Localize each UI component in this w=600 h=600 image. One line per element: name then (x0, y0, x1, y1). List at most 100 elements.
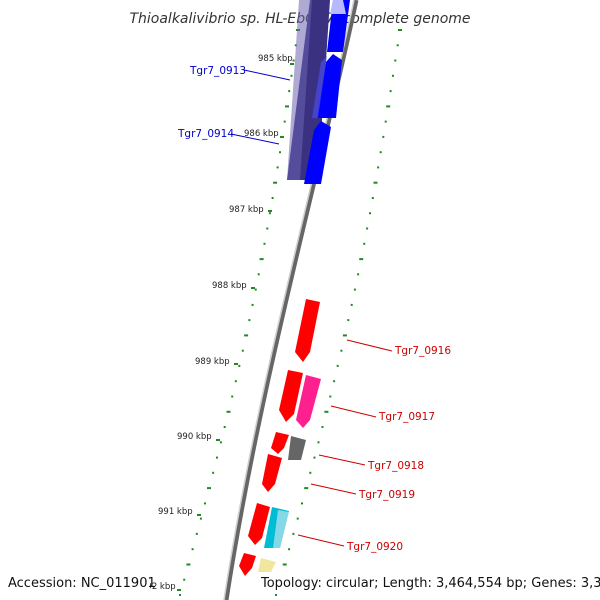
tick-mark (384, 120, 387, 123)
tick-mark (347, 319, 350, 322)
tick-mark (275, 594, 277, 596)
tick-mark (371, 197, 374, 199)
tick-mark (357, 273, 360, 276)
gene-label[interactable]: Tgr7_0916 (394, 345, 451, 357)
gene-arrow[interactable] (271, 432, 289, 454)
tick-mark (313, 456, 316, 459)
tick-mark (276, 166, 279, 169)
gene-label[interactable]: Tgr7_0913 (189, 65, 246, 77)
tick-mark (241, 349, 244, 352)
outer-tick-track (179, 29, 300, 596)
tick-mark (329, 395, 332, 398)
gene-label[interactable]: Tgr7_0917 (378, 411, 435, 423)
tick-mark (336, 364, 339, 367)
kbp-label: 985 kbp (258, 54, 293, 64)
tick-mark (377, 166, 380, 169)
gene-label[interactable]: Tgr7_0919 (358, 489, 415, 501)
tick-mark (263, 242, 266, 245)
gene-arrow[interactable] (295, 299, 320, 362)
tick-mark (350, 303, 353, 306)
tick-mark (248, 319, 251, 322)
gene-arrow[interactable] (258, 558, 276, 572)
tick-mark (292, 532, 295, 535)
gene-label[interactable]: Tgr7_0918 (367, 460, 424, 472)
tick-mark (238, 364, 241, 367)
tick-mark (279, 151, 281, 154)
tick-mark (359, 258, 364, 261)
kbp-label: 992 kbp (141, 582, 176, 592)
tick-mark (259, 258, 264, 261)
tick-mark (257, 273, 260, 276)
tick-mark (288, 548, 291, 551)
tick-mark (294, 44, 297, 47)
tick-mark (373, 181, 378, 184)
tick-mark (204, 502, 206, 505)
accession-text: Accession: NC_011901 (8, 576, 156, 591)
kbp-label: 987 kbp (229, 205, 264, 215)
tick-mark (254, 288, 257, 291)
tick-mark (333, 380, 336, 383)
tick-mark (282, 563, 287, 566)
tick-mark (321, 426, 324, 428)
tick-mark (392, 74, 394, 77)
tick-mark (271, 197, 274, 199)
tick-mark (389, 90, 392, 93)
gene-arrow[interactable] (262, 454, 282, 492)
tick-mark (324, 410, 329, 413)
gene-arrow[interactable] (288, 436, 306, 460)
gene-arrow[interactable] (248, 503, 270, 545)
tick-mark (223, 426, 226, 428)
gene-arrow[interactable] (296, 375, 321, 428)
tick-mark (296, 517, 299, 520)
kbp-label: 986 kbp (244, 129, 279, 139)
tick-mark (199, 517, 202, 520)
topology-text: Topology: circular; Length: 3,464,554 bp… (260, 576, 600, 591)
tick-mark (285, 105, 289, 108)
tick-mark (251, 303, 254, 306)
tick-mark (231, 395, 234, 398)
tick-mark (226, 410, 231, 413)
tick-mark (183, 578, 186, 581)
gene-arrow[interactable] (304, 121, 331, 184)
tick-mark (212, 471, 215, 474)
tick-mark (379, 151, 382, 154)
tick-mark (366, 227, 369, 230)
tick-mark (363, 242, 366, 245)
tick-mark (179, 594, 181, 596)
tick-mark (317, 441, 320, 444)
tick-mark (340, 349, 343, 352)
tick-mark (268, 212, 271, 215)
tick-mark (216, 456, 218, 459)
tick-mark (195, 532, 198, 535)
tick-mark (273, 181, 278, 184)
forward-genes (287, 0, 350, 184)
tick-mark (386, 105, 391, 108)
gene-label[interactable]: Tgr7_0920 (346, 541, 403, 553)
tick-mark (301, 502, 303, 505)
tick-mark (290, 74, 293, 77)
tick-mark (234, 380, 237, 383)
tick-mark (191, 548, 194, 551)
tick-mark (394, 59, 397, 62)
tick-mark (292, 59, 295, 62)
kbp-label: 990 kbp (177, 432, 212, 442)
tick-mark (266, 227, 269, 230)
tick-mark (219, 441, 222, 444)
gene-labels: Tgr7_0913 Tgr7_0914 Tgr7_0916 Tgr7_0917 … (177, 65, 451, 553)
gene-arrow[interactable] (317, 54, 342, 118)
tick-mark (304, 487, 309, 490)
tick-mark (288, 90, 291, 93)
tick-mark (342, 334, 347, 337)
gene-arrow[interactable] (239, 553, 256, 576)
tick-mark (396, 44, 399, 47)
tick-mark (207, 487, 211, 490)
gene-label[interactable]: Tgr7_0914 (177, 128, 234, 140)
tick-mark (283, 120, 286, 123)
kbp-label: 988 kbp (212, 281, 247, 291)
kbp-label: 989 kbp (195, 357, 230, 367)
inner-tick-track (275, 29, 402, 596)
gene-arrow[interactable] (279, 370, 303, 422)
tick-mark (398, 29, 402, 31)
reverse-genes (239, 299, 321, 576)
